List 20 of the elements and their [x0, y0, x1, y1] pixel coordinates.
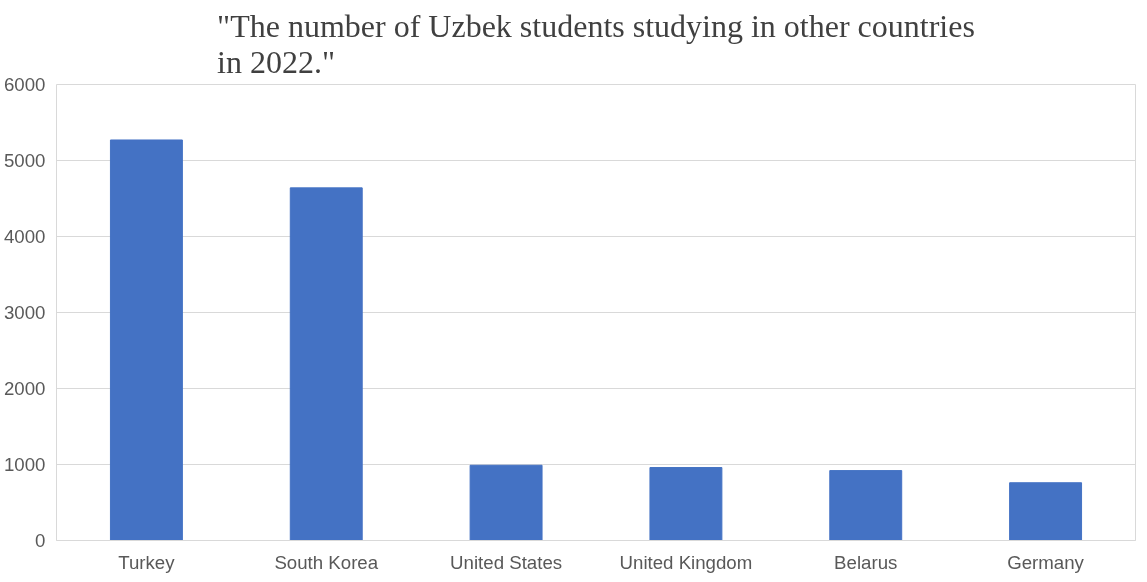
bar — [829, 470, 903, 541]
y-tick-label: 2000 — [4, 378, 46, 399]
y-tick-label: 4000 — [4, 226, 46, 247]
x-tick-label: Turkey — [118, 551, 176, 573]
bar — [1009, 482, 1083, 541]
chart-title: "The number of Uzbek students studying in other countries in 2022." — [217, 7, 975, 80]
x-tick-label: South Korea — [274, 551, 379, 573]
bar — [649, 467, 723, 541]
x-tick-label: Germany — [1007, 551, 1085, 573]
x-tick-label: United Kingdom — [619, 551, 753, 573]
bar — [109, 139, 183, 541]
y-tick-label: 0 — [35, 530, 46, 551]
y-tick-label: 5000 — [4, 150, 46, 171]
y-tick-label: 6000 — [4, 74, 46, 95]
x-tick-label: Belarus — [834, 551, 898, 573]
y-tick-label: 3000 — [4, 302, 46, 323]
x-tick-label: United States — [450, 551, 563, 573]
bar — [289, 187, 363, 541]
bar — [469, 464, 543, 541]
y-tick-label: 1000 — [4, 454, 46, 475]
